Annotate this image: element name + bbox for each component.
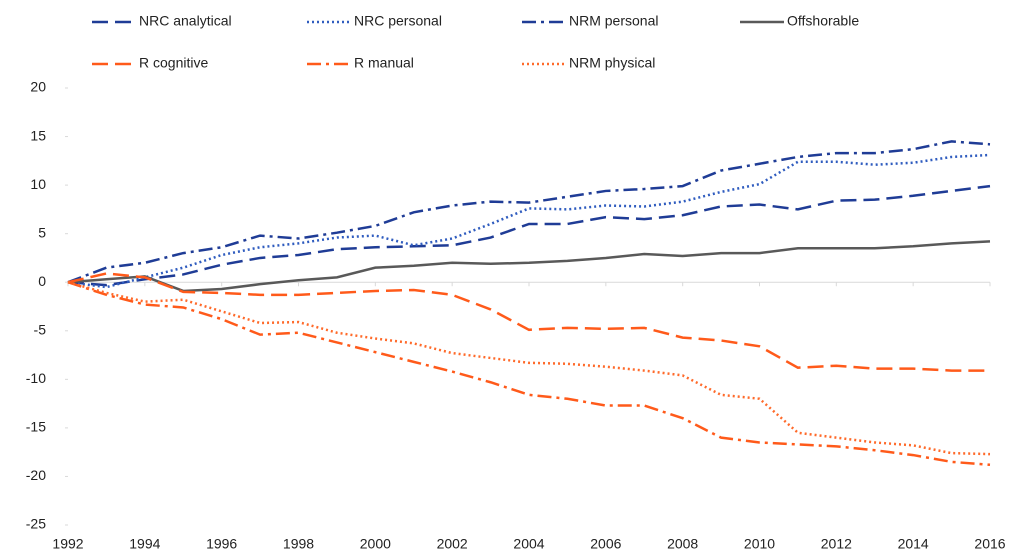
x-tick-label: 2016 (974, 536, 1005, 552)
y-tick-label: 0 (38, 273, 46, 289)
x-tick-label: 1998 (283, 536, 314, 552)
x-tick-label: 1994 (129, 536, 160, 552)
y-tick-label: 15 (30, 127, 46, 143)
series-line (67, 281, 991, 467)
legend-label: NRC personal (354, 13, 442, 29)
y-tick-label: -10 (26, 370, 46, 386)
y-tick-label: 5 (38, 224, 46, 240)
series-line (67, 140, 991, 284)
series-line (67, 240, 991, 293)
y-tick-label: 10 (30, 176, 46, 192)
x-tick-label: 2008 (667, 536, 698, 552)
series-line (67, 272, 990, 372)
x-tick-label: 2000 (360, 536, 391, 552)
y-tick-label: -5 (34, 321, 47, 337)
y-tick-label: -20 (26, 467, 46, 483)
x-tick-label: 2004 (513, 536, 544, 552)
y-tick-label: -25 (26, 516, 46, 532)
x-tick-label: 2012 (821, 536, 852, 552)
legend-label: NRM personal (569, 13, 658, 29)
legend-label: Offshorable (787, 13, 859, 29)
series-line (67, 281, 991, 456)
legend-label: NRM physical (569, 55, 655, 71)
series-line (67, 153, 991, 289)
series-line (67, 184, 991, 287)
x-tick-label: 2014 (898, 536, 929, 552)
x-tick-label: 1996 (206, 536, 237, 552)
legend-label: R manual (354, 55, 414, 71)
x-tick-label: 2006 (590, 536, 621, 552)
x-tick-label: 2010 (744, 536, 775, 552)
y-tick-label: 20 (30, 79, 46, 95)
legend-label: R cognitive (139, 55, 208, 71)
y-tick-label: -15 (26, 419, 46, 435)
x-tick-label: 1992 (52, 536, 83, 552)
x-tick-label: 2002 (437, 536, 468, 552)
legend-label: NRC analytical (139, 13, 232, 29)
